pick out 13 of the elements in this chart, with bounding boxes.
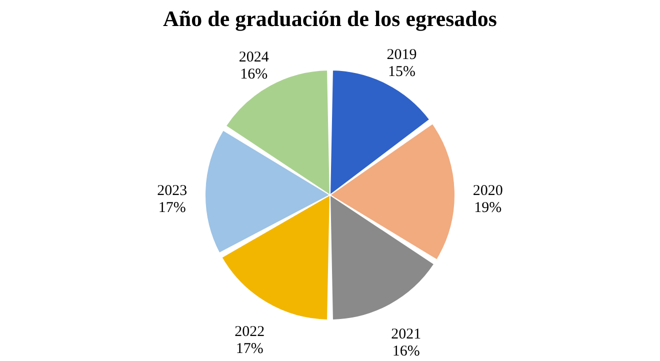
data-label: 16% (392, 343, 420, 360)
slice-label: 2024 (238, 50, 270, 66)
data-label: 15% (388, 64, 416, 80)
slice-label: 2023 (157, 183, 188, 200)
data-label: 17% (236, 340, 264, 357)
data-label: 17% (158, 200, 186, 216)
slice-label: 2020 (472, 183, 503, 200)
slice-label: 2022 (234, 324, 265, 340)
data-label: 16% (240, 66, 268, 83)
data-label: 19% (474, 200, 502, 216)
slice-label: 2019 (386, 47, 417, 64)
slice-label: 2021 (391, 326, 422, 342)
chart-title: Año de graduación de los egresados (163, 6, 498, 31)
